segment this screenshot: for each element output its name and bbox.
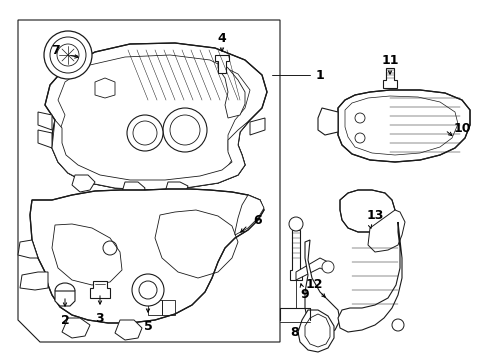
Text: 2: 2 [61, 314, 69, 327]
Text: 3: 3 [96, 311, 104, 324]
Polygon shape [218, 60, 244, 118]
Circle shape [163, 108, 206, 152]
Text: 6: 6 [253, 213, 262, 226]
Polygon shape [38, 112, 52, 130]
Polygon shape [52, 120, 249, 190]
Circle shape [139, 281, 157, 299]
Polygon shape [249, 118, 264, 135]
Text: 12: 12 [305, 279, 322, 292]
Text: 8: 8 [290, 325, 299, 338]
Polygon shape [55, 291, 75, 306]
Circle shape [127, 115, 163, 151]
Circle shape [288, 217, 303, 231]
Polygon shape [337, 90, 469, 162]
Polygon shape [235, 195, 264, 235]
Polygon shape [367, 210, 404, 252]
Text: 4: 4 [217, 32, 226, 45]
Polygon shape [72, 175, 95, 192]
Polygon shape [295, 258, 327, 280]
Text: 10: 10 [452, 122, 470, 135]
Polygon shape [30, 189, 264, 323]
Text: 13: 13 [366, 208, 383, 221]
Polygon shape [382, 68, 396, 88]
Polygon shape [337, 222, 401, 332]
Circle shape [321, 261, 333, 273]
Polygon shape [339, 190, 394, 232]
Text: 11: 11 [381, 54, 398, 67]
Polygon shape [62, 318, 90, 338]
Polygon shape [164, 182, 187, 196]
Polygon shape [289, 230, 302, 280]
Polygon shape [20, 272, 48, 290]
Polygon shape [45, 43, 266, 190]
Circle shape [391, 319, 403, 331]
Polygon shape [317, 108, 337, 135]
Polygon shape [215, 55, 228, 73]
Text: 9: 9 [300, 288, 309, 302]
Circle shape [44, 31, 92, 79]
Polygon shape [305, 240, 339, 335]
Text: 1: 1 [315, 68, 324, 81]
Polygon shape [18, 240, 38, 258]
Circle shape [132, 274, 163, 306]
Polygon shape [95, 78, 115, 98]
Polygon shape [115, 320, 142, 340]
Polygon shape [297, 310, 333, 352]
Text: 5: 5 [143, 320, 152, 333]
Polygon shape [90, 281, 110, 298]
Text: 7: 7 [51, 44, 59, 57]
Polygon shape [38, 130, 52, 148]
Polygon shape [122, 182, 145, 198]
